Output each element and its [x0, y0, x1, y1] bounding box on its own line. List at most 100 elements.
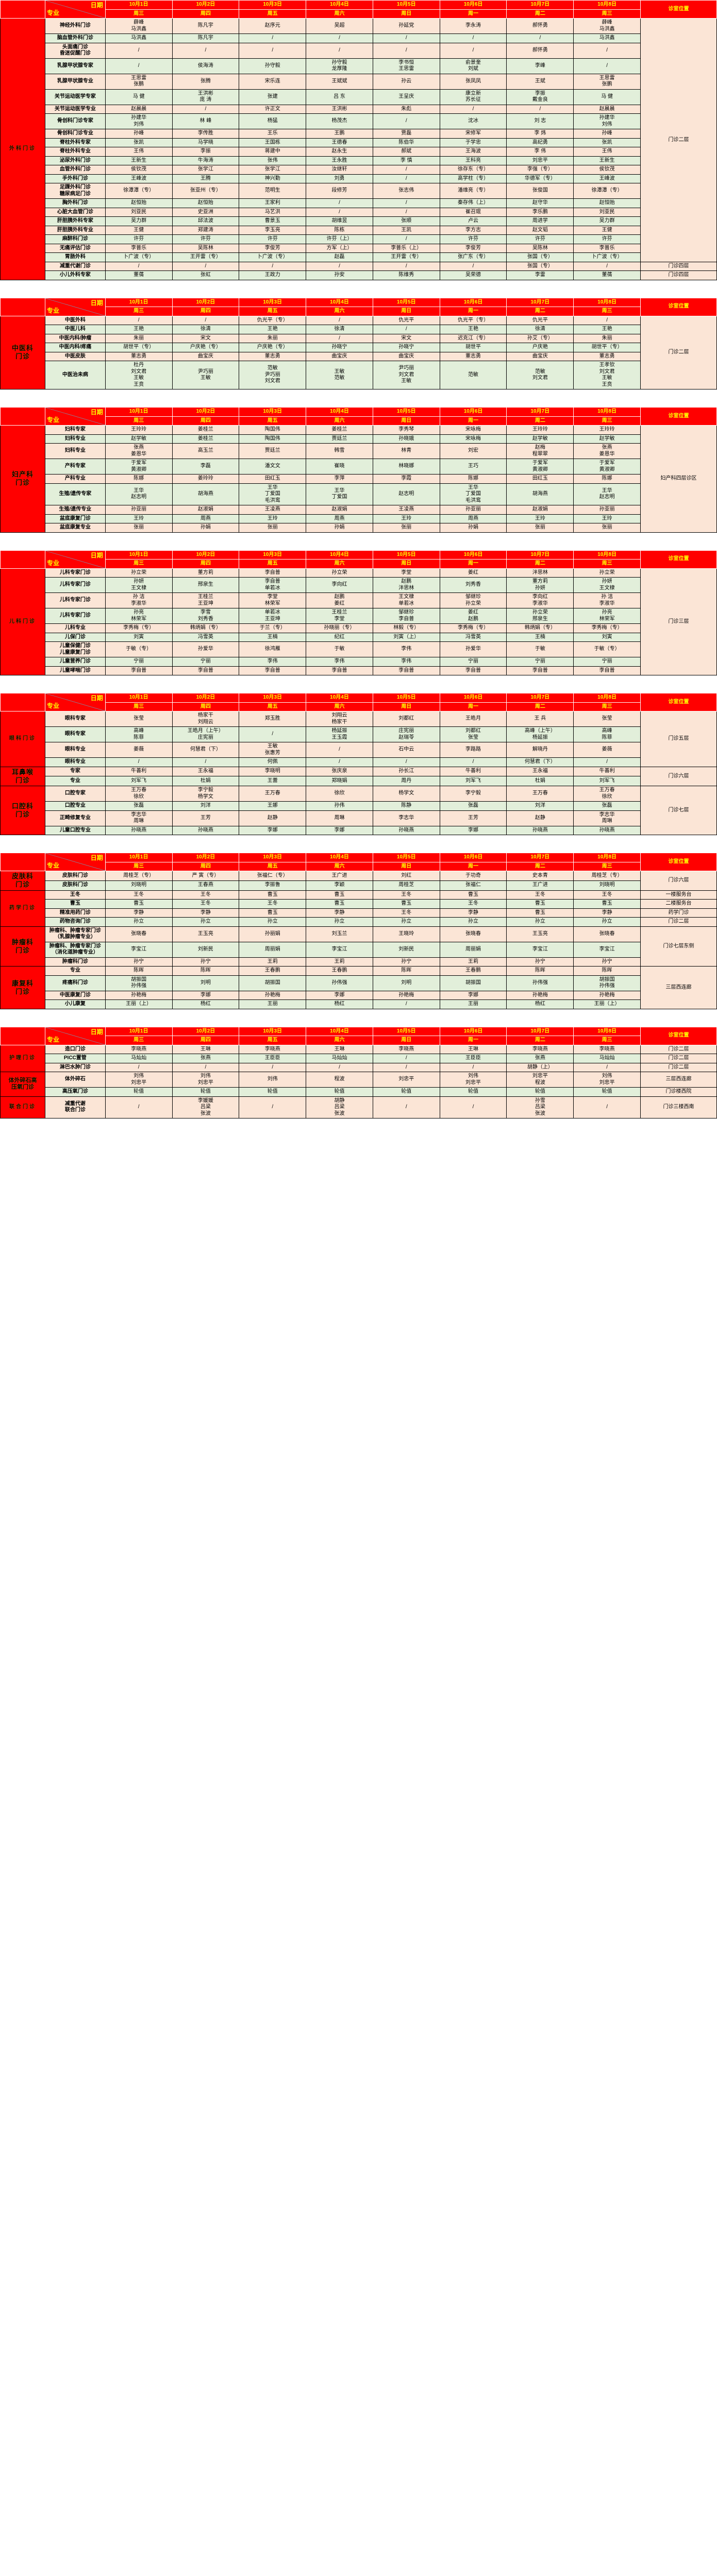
doctor-cell-d1[interactable]: 孙峰	[105, 129, 173, 139]
doctor-cell-d5[interactable]: 孙晓宁	[372, 343, 440, 352]
doctor-cell-d3[interactable]: /	[239, 33, 307, 43]
doctor-cell-d2[interactable]: 刘明	[172, 975, 240, 991]
doctor-cell-d4[interactable]: 崔晓	[306, 459, 373, 474]
doctor-cell-d7[interactable]: 王玲玲	[506, 425, 574, 435]
doctor-cell-d7[interactable]: 王 兵	[506, 711, 574, 727]
doctor-cell-d8[interactable]: /	[573, 42, 641, 59]
doctor-cell-d2[interactable]: 孙爱华	[172, 641, 240, 657]
doctor-cell-d1[interactable]: 刘伟 刘忠平	[105, 1072, 173, 1088]
doctor-cell-d3[interactable]: 李自普	[239, 568, 307, 578]
doctor-cell-d6[interactable]: 周丽娟	[439, 941, 507, 958]
doctor-cell-d3[interactable]: 王冬	[239, 899, 307, 909]
doctor-cell-d8[interactable]: 王孝钦 刘文君 王敏 王贲	[573, 361, 641, 389]
doctor-cell-d6[interactable]: 王华 丁爱国 毛洪鸾	[439, 483, 507, 505]
doctor-cell-d2[interactable]: 姜玲玲	[172, 474, 240, 484]
doctor-cell-d4[interactable]: 王广进	[306, 871, 373, 881]
doctor-cell-d5[interactable]: 孙长江	[372, 766, 440, 777]
doctor-cell-d7[interactable]: 轮值	[506, 1087, 574, 1097]
doctor-cell-d4[interactable]: /	[306, 33, 373, 43]
doctor-cell-d5[interactable]: 李伟	[372, 641, 440, 657]
doctor-cell-d1[interactable]: 马 健	[105, 89, 173, 105]
doctor-cell-d2[interactable]: 王芳	[172, 810, 240, 826]
doctor-cell-d7[interactable]: 孙立	[506, 917, 574, 927]
doctor-cell-d8[interactable]: 孙宁	[573, 957, 641, 967]
doctor-cell-d6[interactable]: 王莉	[439, 957, 507, 967]
doctor-cell-d8[interactable]: 侯钦茂	[573, 165, 641, 175]
doctor-cell-d7[interactable]: 赵学敏	[506, 434, 574, 444]
doctor-cell-d7[interactable]: 华德军（专）	[506, 174, 574, 183]
doctor-cell-d7[interactable]: 户庆艳	[506, 343, 574, 352]
doctor-cell-d7[interactable]: 杜娟	[506, 776, 574, 786]
doctor-cell-d1[interactable]: 张晓春	[105, 926, 173, 942]
doctor-cell-d2[interactable]: 王春燕	[172, 880, 240, 891]
doctor-cell-d5[interactable]: /	[372, 757, 440, 767]
doctor-cell-d7[interactable]: 李晓燕	[506, 1044, 574, 1054]
doctor-cell-d6[interactable]: 高学柱（专）	[439, 174, 507, 183]
doctor-cell-d8[interactable]: 王伟	[573, 147, 641, 157]
doctor-cell-d5[interactable]: 林晓娜	[372, 459, 440, 474]
doctor-cell-d8[interactable]: 徐潭潭（专）	[573, 183, 641, 199]
doctor-cell-d2[interactable]: 林 峰	[172, 113, 240, 129]
doctor-cell-d6[interactable]: 牛善利	[439, 766, 507, 777]
doctor-cell-d1[interactable]: 马洪鑫	[105, 33, 173, 43]
doctor-cell-d2[interactable]: /	[172, 1062, 240, 1072]
doctor-cell-d6[interactable]: 姜红 赵鹏	[439, 608, 507, 624]
doctor-cell-d5[interactable]: 孙宁	[372, 957, 440, 967]
doctor-cell-d7[interactable]: 张丽	[506, 523, 574, 533]
doctor-cell-d4[interactable]: 郑晓娟	[306, 776, 373, 786]
doctor-cell-d8[interactable]: 张磊	[573, 801, 641, 811]
doctor-cell-d5[interactable]: /	[372, 261, 440, 271]
doctor-cell-d6[interactable]: 俞景奎 刘斌	[439, 58, 507, 74]
doctor-cell-d2[interactable]: 许芬	[172, 234, 240, 244]
doctor-cell-d1[interactable]: /	[105, 1096, 173, 1118]
doctor-cell-d2[interactable]: 李自普	[172, 666, 240, 675]
doctor-cell-d3[interactable]: 李俊芳	[239, 243, 307, 253]
doctor-cell-d3[interactable]: 董志勇	[239, 351, 307, 361]
doctor-cell-d5[interactable]: /	[372, 113, 440, 129]
doctor-cell-d6[interactable]: 邹继珍 孙立荣	[439, 592, 507, 608]
doctor-cell-d5[interactable]: 邹继珍 李自普	[372, 608, 440, 624]
doctor-cell-d1[interactable]: /	[105, 757, 173, 767]
doctor-cell-d5[interactable]: /	[372, 207, 440, 217]
doctor-cell-d2[interactable]: /	[172, 757, 240, 767]
doctor-cell-d2[interactable]: 牛海涛	[172, 156, 240, 165]
doctor-cell-d8[interactable]: 王思雷 张鹏	[573, 73, 641, 90]
doctor-cell-d6[interactable]: 张凤凤	[439, 73, 507, 90]
doctor-cell-d5[interactable]: 陈静	[372, 801, 440, 811]
doctor-cell-d6[interactable]: 刘宏	[439, 443, 507, 459]
doctor-cell-d3[interactable]: 赵静	[239, 810, 307, 826]
doctor-cell-d4[interactable]: 李宝江	[306, 941, 373, 958]
doctor-cell-d3[interactable]: 于兰（专）	[239, 623, 307, 633]
doctor-cell-d1[interactable]: 李普乐	[105, 243, 173, 253]
doctor-cell-d1[interactable]: 张凯	[105, 138, 173, 147]
doctor-cell-d6[interactable]: 李永涛	[439, 18, 507, 34]
doctor-cell-d4[interactable]: 孙晓宁	[306, 343, 373, 352]
doctor-cell-d3[interactable]: 王臣臣	[239, 1054, 307, 1063]
doctor-cell-d6[interactable]: 王科亮	[439, 156, 507, 165]
doctor-cell-d5[interactable]: 刘都红	[372, 711, 440, 727]
doctor-cell-d6[interactable]: 孙亚丽	[439, 505, 507, 515]
doctor-cell-d3[interactable]: 李玉亮	[239, 225, 307, 235]
doctor-cell-d3[interactable]: 孙守毅	[239, 58, 307, 74]
doctor-cell-d3[interactable]: 王敏 张惠芳	[239, 742, 307, 758]
doctor-cell-d6[interactable]: 李娜	[439, 990, 507, 1000]
doctor-cell-d6[interactable]: 李娜	[439, 825, 507, 835]
doctor-cell-d2[interactable]: 陈凡宇	[172, 33, 240, 43]
doctor-cell-d2[interactable]: 王洪彬庞 涛	[172, 89, 240, 105]
doctor-cell-d4[interactable]: 杨红	[306, 999, 373, 1009]
doctor-cell-d1[interactable]: 王健	[105, 225, 173, 235]
doctor-cell-d7[interactable]: 王冬	[506, 890, 574, 900]
doctor-cell-d7[interactable]: 李乐鹏	[506, 207, 574, 217]
doctor-cell-d3[interactable]: 田红玉	[239, 474, 307, 484]
doctor-cell-d1[interactable]: 于爱军 黄淑卿	[105, 459, 173, 474]
doctor-cell-d8[interactable]: 陈娜	[573, 474, 641, 484]
doctor-cell-d5[interactable]: 刘新民	[372, 941, 440, 958]
doctor-cell-d4[interactable]: 王琳	[306, 1044, 373, 1054]
doctor-cell-d6[interactable]: 刘都红 张莹	[439, 726, 507, 742]
doctor-cell-d5[interactable]: 宋文	[372, 333, 440, 343]
doctor-cell-d5[interactable]: 王冬	[372, 890, 440, 900]
doctor-cell-d8[interactable]: 姜薇	[573, 742, 641, 758]
doctor-cell-d3[interactable]: 陶国伟	[239, 434, 307, 444]
doctor-cell-d8[interactable]: 王丽（上）	[573, 999, 641, 1009]
doctor-cell-d3[interactable]: 胡振国	[239, 975, 307, 991]
